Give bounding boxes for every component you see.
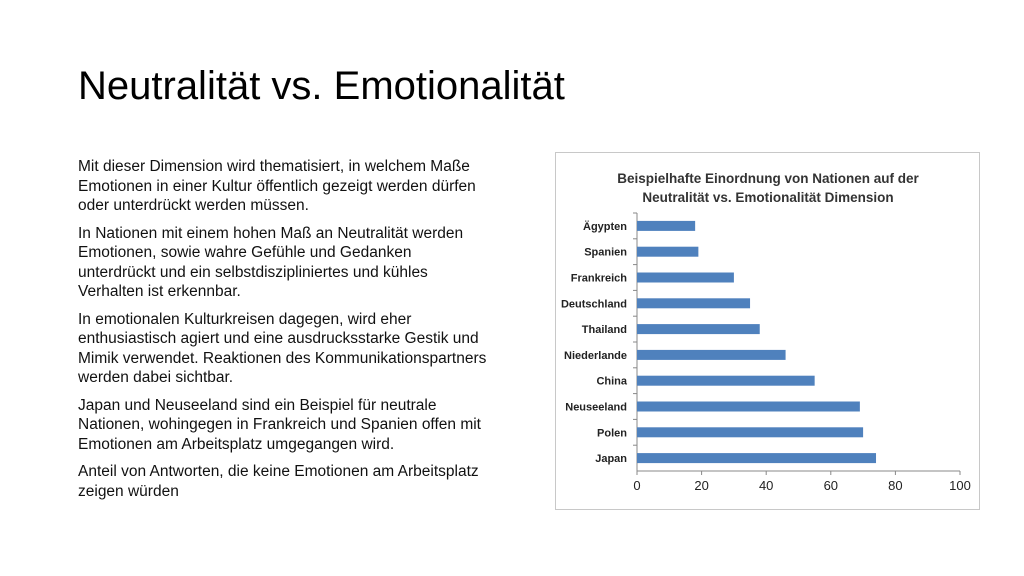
slide-title: Neutralität vs. Emotionalität xyxy=(78,64,565,108)
bar-0 xyxy=(637,220,696,231)
paragraph-neutral: In Nationen mit einem hohen Maß an Neutr… xyxy=(78,224,464,301)
bar-3 xyxy=(637,298,751,309)
bar-9 xyxy=(637,453,877,464)
category-label-9: Japan xyxy=(595,453,627,465)
chart-title-line-2: Neutralität vs. Emotionalität Dimension xyxy=(642,190,893,205)
category-label-3: Deutschland xyxy=(561,298,627,310)
bar-5 xyxy=(637,349,786,360)
category-label-0: Ägypten xyxy=(583,220,627,233)
x-tick-label-1: 20 xyxy=(694,478,708,493)
paragraph-dimension-intro: Mit dieser Dimension wird thematisiert, … xyxy=(78,158,476,214)
category-label-5: Niederlande xyxy=(564,350,627,362)
bar-4 xyxy=(637,324,760,335)
x-tick-label-2: 40 xyxy=(759,478,773,493)
paragraph-chart-caption: Anteil von Antworten, die keine Emotione… xyxy=(78,463,479,500)
x-tick-label-0: 0 xyxy=(633,478,640,493)
category-label-4: Thailand xyxy=(582,324,627,336)
bar-7 xyxy=(637,401,860,412)
x-tick-label-3: 60 xyxy=(824,478,838,493)
category-label-7: Neuseeland xyxy=(565,402,627,414)
paragraph-examples: Japan und Neuseeland sind ein Beispiel f… xyxy=(78,396,481,453)
bar-2 xyxy=(637,272,734,283)
category-label-6: China xyxy=(596,376,627,388)
chart-title-line-1: Beispielhafte Einordnung von Nationen au… xyxy=(617,171,919,186)
bar-chart: Beispielhafte Einordnung von Nationen au… xyxy=(561,171,971,493)
category-label-2: Frankreich xyxy=(571,273,628,285)
category-label-8: Polen xyxy=(597,427,627,439)
chart-frame: Beispielhafte Einordnung von Nationen au… xyxy=(555,152,980,510)
bar-6 xyxy=(637,375,815,386)
slide-body: Mit dieser Dimension wird thematisiert, … xyxy=(78,157,493,509)
bar-8 xyxy=(637,427,864,438)
x-tick-label-4: 80 xyxy=(888,478,902,493)
category-label-1: Spanien xyxy=(584,247,627,259)
x-tick-label-5: 100 xyxy=(949,478,971,493)
bar-1 xyxy=(637,246,699,257)
paragraph-emotional: In emotionalen Kulturkreisen dagegen, wi… xyxy=(78,310,487,387)
